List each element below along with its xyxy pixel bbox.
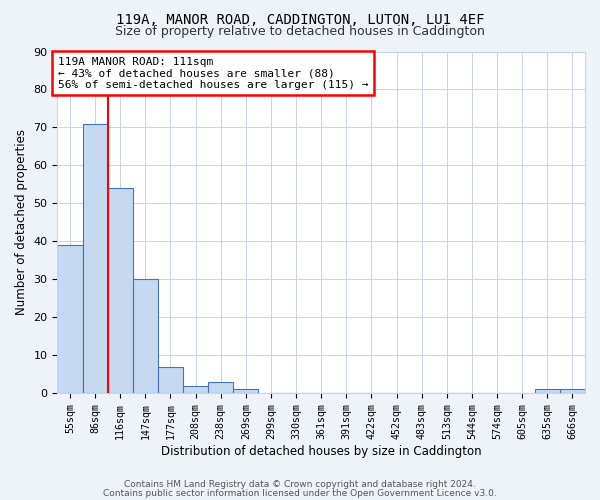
Bar	[107, 188, 133, 393]
Bar	[83, 124, 107, 393]
Bar	[58, 245, 83, 393]
Y-axis label: Number of detached properties: Number of detached properties	[15, 130, 28, 316]
Bar	[133, 280, 158, 393]
X-axis label: Distribution of detached houses by size in Caddington: Distribution of detached houses by size …	[161, 444, 482, 458]
Bar	[535, 390, 560, 393]
Bar	[183, 386, 208, 393]
Bar	[158, 366, 183, 393]
Text: 119A, MANOR ROAD, CADDINGTON, LUTON, LU1 4EF: 119A, MANOR ROAD, CADDINGTON, LUTON, LU1…	[116, 12, 484, 26]
Text: Contains public sector information licensed under the Open Government Licence v3: Contains public sector information licen…	[103, 489, 497, 498]
Text: 119A MANOR ROAD: 111sqm
← 43% of detached houses are smaller (88)
56% of semi-de: 119A MANOR ROAD: 111sqm ← 43% of detache…	[58, 56, 368, 90]
Bar	[208, 382, 233, 393]
Text: Size of property relative to detached houses in Caddington: Size of property relative to detached ho…	[115, 25, 485, 38]
Bar	[233, 390, 259, 393]
Bar	[560, 390, 585, 393]
Text: Contains HM Land Registry data © Crown copyright and database right 2024.: Contains HM Land Registry data © Crown c…	[124, 480, 476, 489]
